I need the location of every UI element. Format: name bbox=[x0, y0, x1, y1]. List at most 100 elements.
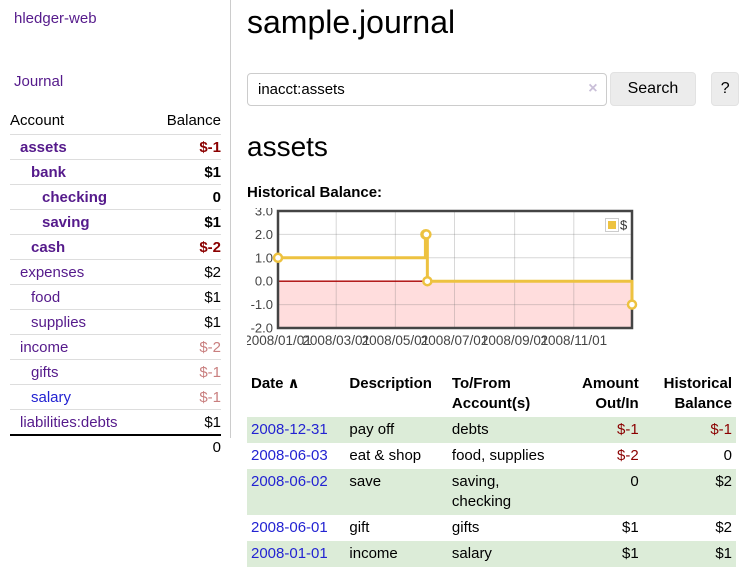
x-tick-label: 2008/05/01 bbox=[362, 333, 430, 348]
transaction-balance-cell: 0 bbox=[723, 447, 732, 464]
transaction-description-cell: pay off bbox=[349, 421, 395, 438]
transaction-accounts-cell: debts bbox=[451, 421, 489, 438]
account-balance: $1 bbox=[204, 413, 221, 431]
x-tick-label: 2008/09/01 bbox=[481, 333, 549, 348]
sidebar-item-journal[interactable]: Journal bbox=[14, 73, 64, 90]
clear-search-icon[interactable]: × bbox=[588, 79, 598, 97]
transaction-amount-cell: 0 bbox=[630, 473, 639, 490]
page-title: sample.journal bbox=[247, 4, 456, 40]
transaction-date-link[interactable]: 2008-06-01 bbox=[251, 519, 328, 536]
transaction-row: 2008-06-01 gift gifts $1 $2 bbox=[247, 515, 736, 541]
transaction-row: 2008-06-03 eat & shop food, supplies $-2 0 bbox=[247, 443, 736, 469]
transaction-amount-cell: $-2 bbox=[617, 447, 639, 464]
account-balance: $-1 bbox=[199, 363, 221, 381]
account-link[interactable]: bank bbox=[31, 163, 67, 181]
account-link[interactable]: salary bbox=[31, 388, 72, 406]
sort-ascending-icon[interactable]: ∧ bbox=[287, 375, 300, 392]
transaction-description-cell: gift bbox=[349, 519, 370, 536]
y-tick-label: 3.0 bbox=[255, 208, 273, 219]
account-row: supplies $1 bbox=[10, 309, 221, 334]
account-balance: $2 bbox=[204, 263, 221, 281]
transaction-date-cell: 2008-06-03 bbox=[247, 443, 345, 469]
app-brand-link[interactable]: hledger-web bbox=[14, 10, 97, 27]
help-button[interactable]: ? bbox=[711, 72, 739, 106]
historical-balance-chart: $3.0 2.0 1.0 0.0 -1.0 -2.0 2008/01/01 2008/03/0… bbox=[244, 204, 739, 358]
transaction-balance-cell: $2 bbox=[715, 473, 732, 490]
account-row: bank $1 bbox=[10, 159, 221, 184]
transaction-row: 2008-01-01 income salary $1 $1 bbox=[247, 541, 736, 567]
account-balance: $-1 bbox=[199, 388, 221, 406]
data-point bbox=[626, 299, 638, 310]
account-link[interactable]: gifts bbox=[31, 363, 59, 381]
account-row: assets $-1 bbox=[10, 134, 221, 159]
account-tree-body: assets $-1 bank $1 checking 0 saving $1 cash $-2 e… bbox=[10, 134, 221, 434]
account-balance: $-1 bbox=[199, 138, 221, 156]
transaction-date-link[interactable]: 2008-06-03 bbox=[251, 447, 328, 464]
transaction-accounts-cell: food, supplies bbox=[451, 447, 545, 464]
transaction-date-link[interactable]: 2008-01-01 bbox=[251, 545, 328, 562]
transaction-description-cell: income bbox=[349, 545, 398, 562]
x-tick-label: 2008/03/01 bbox=[302, 333, 370, 348]
account-heading: assets bbox=[247, 131, 328, 162]
negative-region bbox=[278, 281, 632, 328]
account-link[interactable]: cash bbox=[31, 238, 66, 256]
account-row: gifts $-1 bbox=[10, 359, 221, 384]
plot-border bbox=[276, 209, 634, 330]
account-row: income $-2 bbox=[10, 334, 221, 359]
sidebar: hledger-web Journal Account Balance asse… bbox=[0, 0, 231, 456]
account-link[interactable]: saving bbox=[42, 213, 90, 231]
account-row: checking 0 bbox=[10, 184, 221, 209]
transaction-date-cell: 2008-01-01 bbox=[247, 541, 345, 567]
x-tick-label: 2008/01/01 bbox=[247, 333, 312, 348]
account-balance: $1 bbox=[204, 288, 221, 306]
search-input[interactable] bbox=[247, 72, 607, 106]
account-row: saving $1 bbox=[10, 209, 221, 234]
account-link[interactable]: food bbox=[31, 288, 61, 306]
transaction-row: 2008-12-31 pay off debts $-1 $-1 bbox=[247, 417, 736, 443]
account-row: expenses $2 bbox=[10, 259, 221, 284]
account-balance: $1 bbox=[204, 213, 221, 231]
register-table: Date ∧ Description To/From Account(s) Amount… bbox=[247, 371, 736, 567]
y-tick-label: 2.0 bbox=[255, 227, 273, 242]
account-balance: $-2 bbox=[199, 238, 221, 256]
main-panel: sample.journal × Search ? assets Histori… bbox=[244, 0, 739, 567]
account-row: cash $-2 bbox=[10, 234, 221, 259]
transaction-accounts-cell: salary bbox=[451, 545, 492, 562]
account-balance: 0 bbox=[212, 188, 221, 206]
y-tick-label: 0.0 bbox=[255, 274, 273, 289]
account-link[interactable]: assets bbox=[20, 138, 67, 156]
register-column-header: Historical Balance bbox=[663, 375, 732, 412]
account-balance: $1 bbox=[204, 163, 221, 181]
transaction-description-cell: eat & shop bbox=[349, 447, 422, 464]
transaction-date-cell: 2008-12-31 bbox=[247, 417, 345, 443]
transaction-date-link[interactable]: 2008-06-02 bbox=[251, 473, 328, 490]
account-link[interactable]: liabilities:debts bbox=[20, 413, 118, 431]
account-link[interactable]: checking bbox=[42, 188, 108, 206]
balance-line-chart: $3.0 2.0 1.0 0.0 -1.0 -2.02008/01/012008/03/0… bbox=[244, 204, 638, 348]
register-column-header: Date ∧ bbox=[251, 375, 300, 392]
data-point bbox=[421, 229, 432, 240]
transaction-date-link[interactable]: 2008-12-31 bbox=[251, 421, 328, 438]
register-column-header: Amount Out/In bbox=[582, 375, 639, 412]
account-link[interactable]: income bbox=[20, 338, 69, 356]
account-column-header: Account bbox=[10, 112, 65, 129]
data-point bbox=[422, 275, 433, 287]
legend-swatch-icon bbox=[608, 221, 616, 229]
account-balance: $1 bbox=[204, 313, 221, 331]
transaction-amount-cell: $1 bbox=[622, 519, 639, 536]
transaction-balance-cell: $2 bbox=[715, 519, 732, 536]
transaction-date-cell: 2008-06-01 bbox=[247, 515, 345, 541]
transaction-amount-cell: $-1 bbox=[617, 421, 639, 438]
balance-column-header: Balance bbox=[166, 112, 221, 129]
transaction-date-cell: 2008-06-02 bbox=[247, 469, 345, 515]
account-tree: Account Balance assets $-1 bank $1 checking 0… bbox=[10, 110, 221, 456]
account-row: salary $-1 bbox=[10, 384, 221, 409]
account-link[interactable]: expenses bbox=[20, 263, 85, 281]
register-header-row: Date ∧ Description To/From Account(s) Amount… bbox=[247, 371, 736, 417]
search-button[interactable]: Search bbox=[609, 72, 697, 106]
legend-label: $ bbox=[620, 218, 628, 233]
account-link[interactable]: supplies bbox=[31, 313, 87, 331]
account-row: food $1 bbox=[10, 284, 221, 309]
transaction-amount-cell: $1 bbox=[622, 545, 639, 562]
account-tree-total: 0 bbox=[10, 434, 221, 456]
